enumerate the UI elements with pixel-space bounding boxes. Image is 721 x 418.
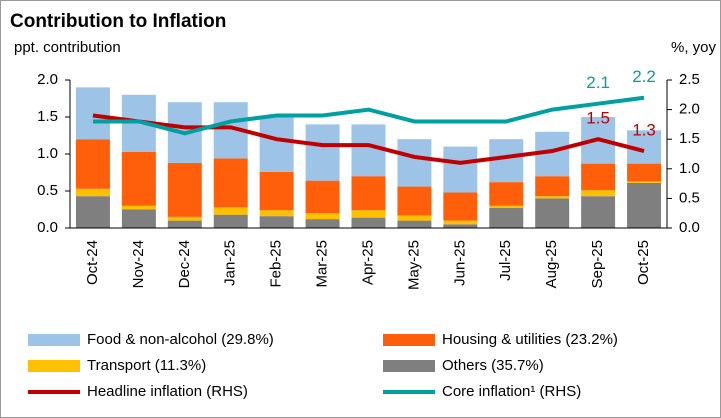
y-tick-label: 2.0	[37, 71, 58, 88]
y2-tick-label: 2.5	[679, 71, 700, 88]
bar-segment	[259, 117, 294, 172]
bar-segment	[351, 217, 386, 228]
x-tick-label: Apr-25	[359, 240, 376, 285]
bar-segment	[443, 224, 478, 228]
x-tick-label: Sep-25	[589, 240, 606, 288]
x-tick-label: May-25	[405, 240, 422, 290]
bar-segment	[305, 180, 340, 214]
legend-swatch	[383, 360, 435, 372]
bar-segment	[581, 190, 616, 197]
legend-label: Transport (11.3%)	[87, 357, 206, 374]
x-tick-label: Aug-25	[543, 240, 560, 288]
y2-tick-label: 0.0	[679, 219, 700, 236]
x-tick-label: Dec-24	[176, 240, 193, 288]
bar-segment	[351, 176, 386, 211]
bar-segment	[121, 209, 156, 228]
line-series	[92, 95, 645, 136]
bar-segment	[75, 188, 110, 197]
bar-segment	[305, 219, 340, 228]
bar-segment	[397, 220, 432, 228]
bar-segment	[213, 214, 248, 228]
legend-label: Others (35.7%)	[442, 357, 544, 374]
bar-segment	[535, 198, 570, 228]
bar-segment	[397, 215, 432, 221]
bar-segment	[627, 181, 662, 183]
y2-tick-label: 2.0	[679, 101, 700, 118]
y2-axis-label: %, yoy	[671, 39, 717, 56]
bar-segment	[75, 196, 110, 228]
legend-label: Headline inflation (RHS)	[87, 383, 248, 400]
x-tick-label: Oct-25	[635, 240, 652, 285]
legend-swatch	[28, 334, 80, 346]
bar-segment	[305, 213, 340, 220]
x-tick-label: Oct-24	[84, 240, 101, 285]
bar-segment	[167, 220, 202, 228]
x-tick-label: Mar-25	[314, 240, 331, 288]
bar-segment	[121, 205, 156, 210]
bar-segment	[535, 176, 570, 197]
bar-segment	[581, 196, 616, 228]
bar-segment	[627, 182, 662, 228]
bar-segment	[75, 87, 110, 140]
data-label: 2.1	[586, 73, 610, 92]
bar-segment	[351, 210, 386, 218]
data-label: 2.2	[632, 67, 656, 86]
data-label: 1.5	[586, 109, 610, 128]
legend-label: Housing & utilities (23.2%)	[442, 331, 618, 348]
y-axis-label: ppt. contribution	[14, 39, 121, 56]
bar-segment	[581, 163, 616, 191]
bar-segment	[489, 139, 524, 183]
x-tick-label: Feb-25	[268, 240, 285, 288]
y2-tick-label: 1.5	[679, 130, 700, 147]
y2-tick-label: 1.0	[679, 160, 700, 177]
legend-label: Core inflation¹ (RHS)	[442, 383, 581, 400]
y-tick-label: 1.0	[37, 145, 58, 162]
bar-segment	[167, 162, 202, 217]
bar-segment	[397, 139, 432, 187]
x-tick-label: Nov-24	[130, 240, 147, 288]
x-tick-label: Jun-25	[451, 240, 468, 286]
y-tick-label: 0.0	[37, 219, 58, 236]
bar-segment	[259, 210, 294, 217]
bar-segment	[75, 139, 110, 189]
bar-segment	[259, 216, 294, 228]
legend-swatch	[28, 360, 80, 372]
bar-segment	[167, 216, 202, 221]
bar-segment	[305, 124, 340, 181]
bar-segment	[489, 208, 524, 228]
bar-segment	[535, 196, 570, 199]
x-tick-label: Jul-25	[497, 240, 514, 281]
chart-title: Contribution to Inflation	[10, 11, 226, 32]
bar-segment	[443, 146, 478, 193]
x-tick-label: Jan-25	[222, 240, 239, 286]
bar-segment	[259, 171, 294, 211]
legend-label: Food & non-alcohol (29.8%)	[87, 331, 274, 348]
bar-segment	[443, 192, 478, 221]
bar-segment	[213, 158, 248, 208]
bar-segment	[627, 163, 662, 182]
data-label: 1.3	[632, 121, 656, 140]
legend-swatch	[383, 334, 435, 346]
bar-segment	[489, 182, 524, 206]
line-series	[92, 113, 645, 165]
y-tick-label: 1.5	[37, 108, 58, 125]
bar-segment	[397, 186, 432, 216]
bar-segment	[489, 205, 524, 209]
y2-tick-label: 0.5	[679, 189, 700, 206]
bar-segment	[213, 207, 248, 215]
bar-segment	[121, 151, 156, 206]
bar-segment	[351, 124, 386, 177]
y-tick-label: 0.5	[37, 182, 58, 199]
bar-segment	[443, 220, 478, 225]
